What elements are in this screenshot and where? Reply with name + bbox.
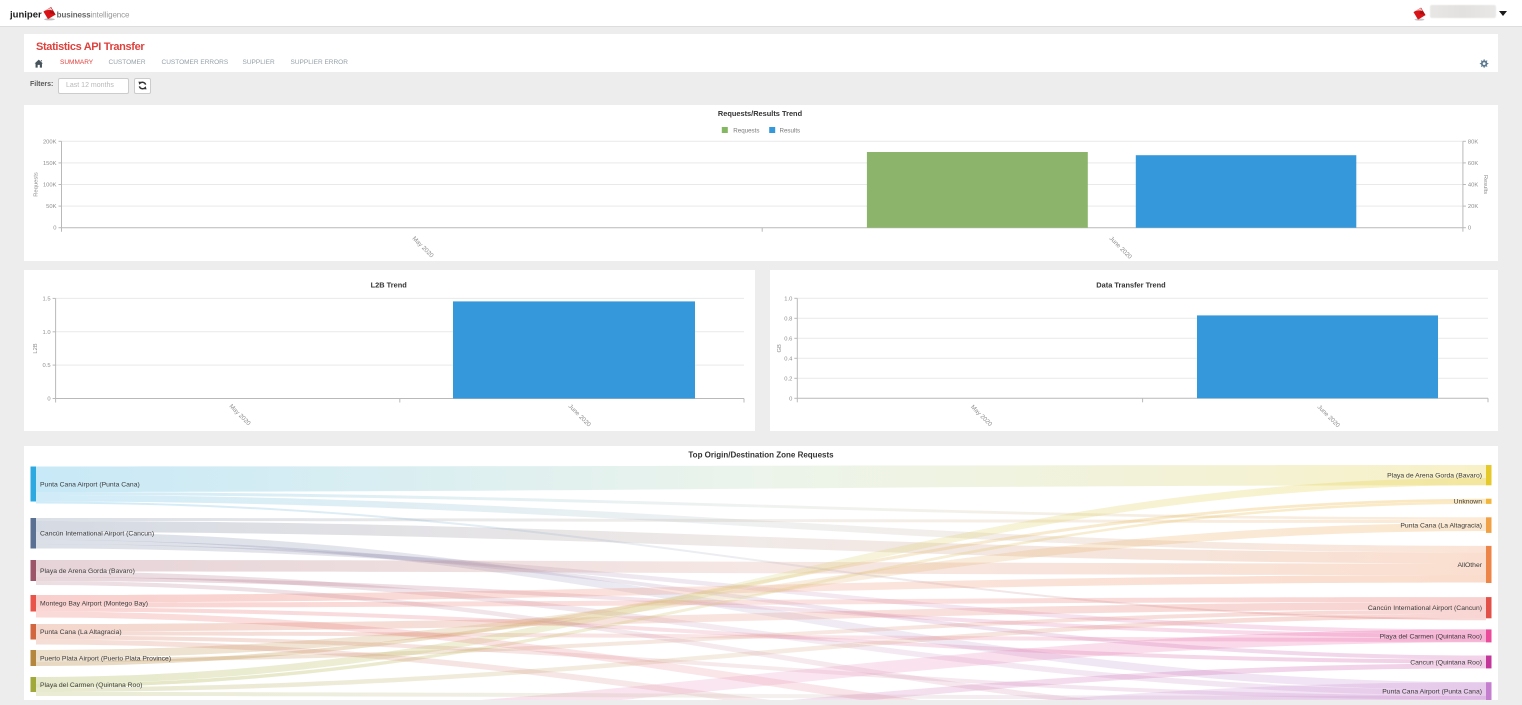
svg-text:Results: Results: [780, 128, 801, 135]
svg-text:Cancún International Airport (: Cancún International Airport (Cancun): [1368, 605, 1482, 612]
svg-text:Punta Cana Airport (Punta Cana: Punta Cana Airport (Punta Cana): [1382, 689, 1482, 696]
svg-text:Punta Cana (La Altagracia): Punta Cana (La Altagracia): [1400, 523, 1482, 530]
svg-text:June 2020: June 2020: [1316, 404, 1342, 430]
svg-text:0.2: 0.2: [784, 376, 792, 382]
svg-text:May 2020: May 2020: [228, 403, 253, 428]
svg-text:150K: 150K: [43, 161, 57, 167]
svg-text:Requests: Requests: [34, 172, 40, 197]
svg-text:Top Origin/Destination Zone Re: Top Origin/Destination Zone Requests: [688, 451, 834, 460]
svg-text:50K: 50K: [46, 204, 56, 210]
svg-text:0.8: 0.8: [784, 316, 792, 322]
svg-text:60K: 60K: [1468, 161, 1478, 167]
svg-text:June 2020: June 2020: [567, 403, 593, 429]
svg-text:Playa de Arena Gorda (Bavaro): Playa de Arena Gorda (Bavaro): [1387, 473, 1482, 480]
svg-text:100K: 100K: [43, 183, 57, 189]
svg-text:Cancún International Airport (: Cancún International Airport (Cancun): [40, 531, 154, 538]
svg-text:20K: 20K: [1468, 204, 1478, 210]
svg-text:0.6: 0.6: [784, 336, 792, 342]
svg-text:Montego Bay Airport (Montego B: Montego Bay Airport (Montego Bay): [40, 601, 148, 608]
svg-text:L2B: L2B: [33, 343, 39, 353]
svg-text:May 2020: May 2020: [969, 404, 994, 429]
svg-text:0: 0: [1468, 226, 1471, 232]
svg-text:Requests/Results Trend: Requests/Results Trend: [718, 109, 803, 118]
svg-text:GB: GB: [777, 344, 783, 353]
svg-text:200K: 200K: [43, 139, 57, 145]
svg-text:0: 0: [47, 397, 50, 403]
svg-text:40K: 40K: [1468, 183, 1478, 189]
svg-text:80K: 80K: [1468, 139, 1478, 145]
svg-text:1.5: 1.5: [43, 296, 51, 302]
svg-text:1.0: 1.0: [784, 296, 792, 302]
svg-text:Results: Results: [1482, 175, 1488, 194]
svg-text:Cancun (Quintana Roo): Cancun (Quintana Roo): [1410, 659, 1482, 666]
svg-text:1.0: 1.0: [43, 330, 51, 336]
svg-text:0: 0: [53, 226, 56, 232]
svg-text:May 2020: May 2020: [411, 235, 436, 260]
svg-text:0.4: 0.4: [784, 356, 793, 362]
svg-text:Unknown: Unknown: [1454, 499, 1483, 506]
svg-text:June 2020: June 2020: [1108, 235, 1134, 261]
svg-text:Punta Cana Airport (Punta Cana: Punta Cana Airport (Punta Cana): [40, 481, 140, 488]
svg-text:Punta Cana (La Altagracia): Punta Cana (La Altagracia): [40, 629, 122, 636]
svg-text:0.5: 0.5: [43, 363, 51, 369]
svg-text:L2B Trend: L2B Trend: [371, 281, 408, 290]
svg-text:0: 0: [789, 396, 792, 402]
svg-text:Requests: Requests: [733, 128, 759, 135]
svg-text:Data Transfer Trend: Data Transfer Trend: [1096, 281, 1166, 290]
svg-text:Playa del Carmen (Quintana Roo: Playa del Carmen (Quintana Roo): [1380, 633, 1482, 640]
svg-text:Playa del Carmen (Quintana Roo: Playa del Carmen (Quintana Roo): [40, 682, 142, 689]
svg-text:AllOther: AllOther: [1457, 562, 1482, 569]
svg-text:Puerto Plata Airport (Puerto P: Puerto Plata Airport (Puerto Plata Provi…: [40, 655, 171, 662]
svg-text:Playa de Arena Gorda (Bavaro): Playa de Arena Gorda (Bavaro): [40, 568, 135, 575]
